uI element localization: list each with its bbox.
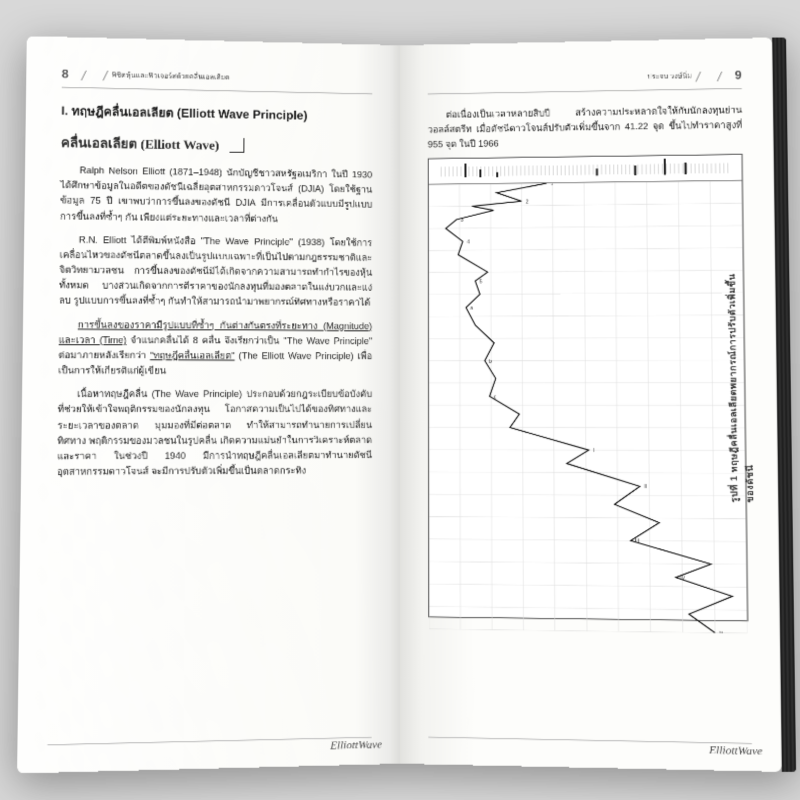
- right-intro-paragraph: ต่อเนื่องเป็นเวลาหลายสิบปี สร้างความประห…: [428, 103, 743, 153]
- svg-text:a: a: [470, 306, 473, 312]
- chart-top-peaks: [459, 158, 710, 181]
- svg-text:c: c: [494, 395, 497, 401]
- p3-underline-2: "ทฤษฎีคลื่นเอลเลียต": [150, 350, 235, 360]
- left-page: 8 พิชิตหุ้นและฟิวเจอร์สด้วยคลื่นเอลเลียต…: [17, 36, 400, 773]
- chart-svg: 12345abcIIIIIIIVV: [429, 181, 748, 633]
- left-running-head: พิชิตหุ้นและฟิวเจอร์สด้วยคลื่นเอลเลียต: [112, 70, 230, 84]
- svg-text:II: II: [644, 485, 647, 491]
- paragraph-3: การขึ้นลงของราคามีรูปแบบที่ซ้ำๆ กันต่างก…: [58, 317, 372, 379]
- book-spine-edge: [772, 37, 796, 772]
- chart-top-strip: [429, 155, 742, 185]
- svg-text:b: b: [489, 359, 492, 365]
- djia-chart: 12345abcIIIIIIIVV รูปที่ 1 ทฤษฎีคลื่นเอล…: [428, 154, 749, 622]
- chart-vertical-caption: รูปที่ 1 ทฤษฎีคลื่นเอลเลียตพยากรณ์การปรั…: [725, 270, 759, 503]
- header-decoration: [696, 71, 723, 81]
- right-page-number: 9: [735, 66, 742, 86]
- right-page: ประจบ วงษ์นิ่ม 9 ต่อเนื่องเป็นเวลาหลายสิ…: [400, 38, 782, 772]
- paragraph-1: Ralph Nelson Elliott (1871–1948) นักบัญช…: [60, 163, 372, 228]
- svg-text:III: III: [635, 539, 639, 545]
- footer-line: [47, 737, 371, 746]
- open-book: 8 พิชิตหุ้นและฟิวเจอร์สด้วยคลื่นเอลเลียต…: [25, 45, 774, 763]
- right-running-head: ประจบ วงษ์นิ่ม: [647, 71, 692, 83]
- svg-text:I: I: [593, 448, 595, 454]
- chapter-title: I. ทฤษฎีคลื่นเอลเลียต (Elliott Wave Prin…: [61, 102, 372, 128]
- svg-text:V: V: [719, 631, 723, 633]
- svg-text:2: 2: [526, 200, 529, 206]
- svg-text:4: 4: [467, 240, 470, 246]
- footer-brand-right: ElliottWave: [709, 741, 763, 761]
- paragraph-2: R.N. Elliott ได้ตีพิมพ์หนังสือ "The Wave…: [59, 232, 372, 311]
- left-page-header: 8 พิชิตหุ้นและฟิวเจอร์สด้วยคลื่นเอลเลียต: [62, 65, 373, 94]
- paragraph-4: เนื้อหาทฤษฎีคลื่น (The Wave Principle) ป…: [57, 387, 372, 480]
- footer-line: [428, 737, 752, 744]
- header-decoration: [81, 70, 108, 80]
- right-page-header: ประจบ วงษ์นิ่ม 9: [428, 66, 742, 94]
- svg-text:5: 5: [479, 279, 482, 285]
- svg-text:IV: IV: [680, 576, 686, 582]
- svg-text:3: 3: [461, 218, 464, 224]
- footer-brand-left: ElliottWave: [330, 735, 382, 755]
- section-title: คลื่นเอลเลียต (Elliott Wave): [61, 131, 373, 158]
- left-page-number: 8: [62, 65, 69, 85]
